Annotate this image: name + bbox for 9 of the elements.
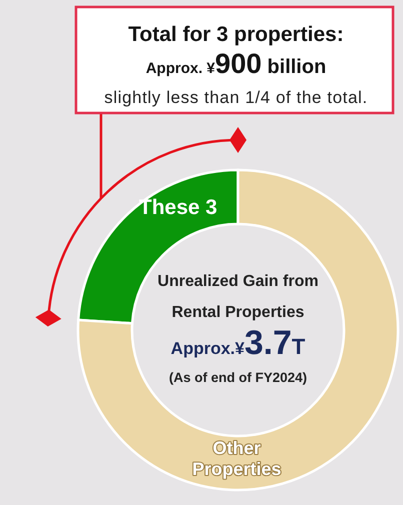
text: Approx. ¥900 billion xyxy=(146,48,326,79)
slice-label: These 3 xyxy=(139,196,218,220)
donut-slice xyxy=(77,168,400,492)
text: Unrealized Gain from Rental Properties xyxy=(158,273,318,321)
slice-label: Other Properties xyxy=(192,438,282,479)
text: Total for 3 properties: xyxy=(128,23,344,46)
text: (As of end of FY2024) xyxy=(168,370,308,385)
text: slightly less than 1/4 of the total. xyxy=(104,88,368,107)
text: Approx.¥3.7T xyxy=(170,324,306,362)
